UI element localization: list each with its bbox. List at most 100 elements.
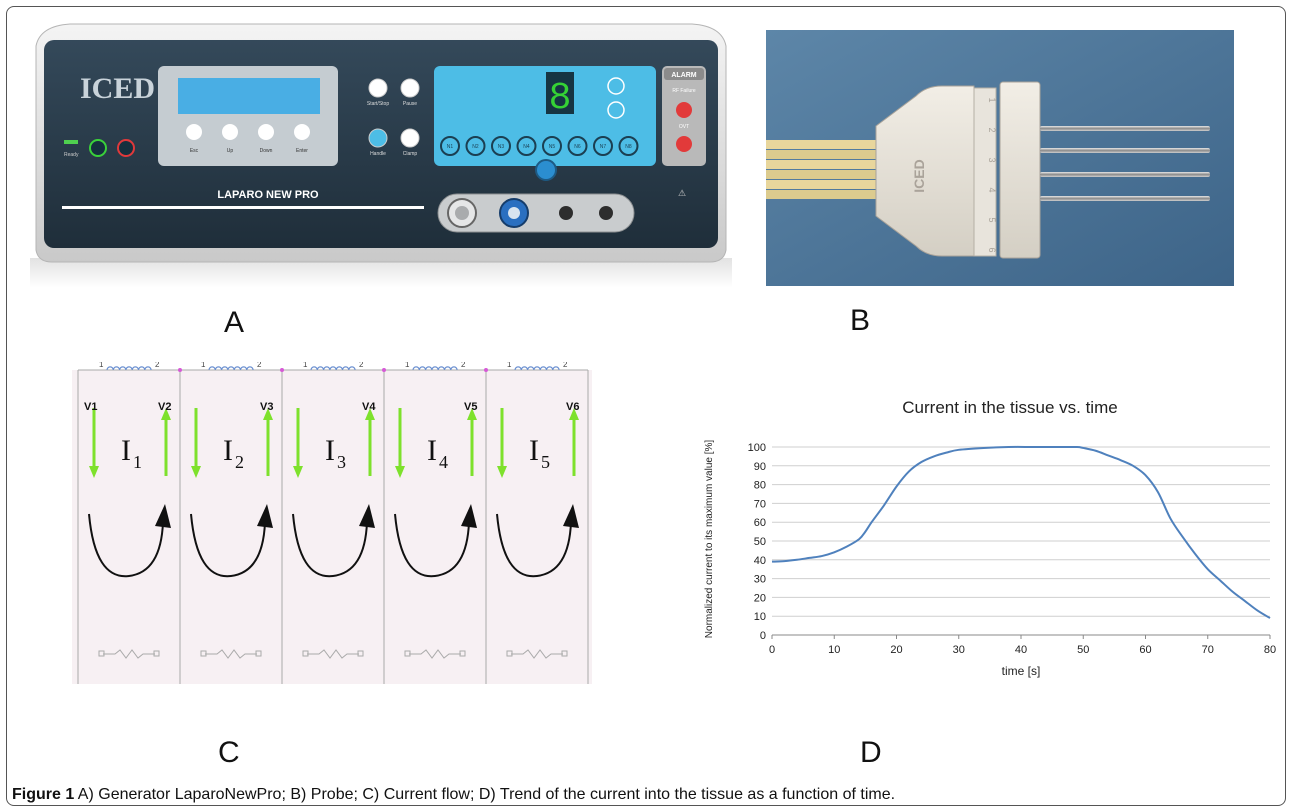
nav-button-enter[interactable]: [294, 124, 310, 140]
chart-x-tick-label: 0: [769, 644, 775, 656]
nav-button-up[interactable]: [222, 124, 238, 140]
needle-button-label: N4: [523, 144, 530, 150]
needle-button-n6[interactable]: [567, 136, 588, 156]
ready-label: Ready: [64, 152, 79, 158]
flow-arrow: [292, 513, 368, 578]
chart-series-line: [771, 445, 1271, 619]
needle-button-n5[interactable]: [542, 136, 562, 156]
nav-button-label: Esc: [190, 148, 199, 154]
svg-text:ICED: ICED: [80, 72, 155, 105]
needle-button-n8[interactable]: [618, 136, 639, 156]
chart-title: Current in the tissue vs. time: [902, 398, 1117, 417]
resistor-icon: [103, 649, 155, 659]
digit-display: 8: [549, 77, 572, 120]
nav-button-label: Enter: [296, 148, 308, 154]
chart-x-tick-label: 40: [1015, 644, 1027, 656]
control-button-label: Clamp: [403, 151, 418, 157]
current-label: I: [121, 434, 131, 467]
connector-3-icon[interactable]: [559, 206, 573, 220]
voltage-label-v1: V1: [84, 401, 97, 413]
chart-y-tick-label: 50: [754, 536, 766, 548]
needle-button-label: N7: [600, 144, 607, 150]
probe-number: 4: [987, 187, 997, 192]
coil-label: 2: [155, 362, 160, 369]
warning-icon: ⚠: [678, 188, 686, 198]
needle-button-n2[interactable]: [465, 136, 486, 156]
needle-button-n1[interactable]: [440, 136, 460, 156]
chart-y-tick-label: 60: [754, 517, 766, 529]
control-button-start-stop[interactable]: [368, 78, 388, 98]
current-label: I: [223, 434, 233, 467]
needle-button-label: N5: [549, 144, 556, 150]
coil-label: 1: [303, 362, 308, 369]
iced-logo: ICED: [80, 72, 155, 105]
panel-c-letter: C: [218, 736, 240, 769]
power-on-icon[interactable]: [89, 139, 107, 157]
probe-number: 5: [987, 217, 997, 222]
control-button-clamp[interactable]: [400, 128, 420, 148]
chart-y-tick-label: 20: [754, 592, 766, 604]
voltage-label-v6: V6: [566, 401, 579, 413]
voltage-label-v5: V5: [464, 401, 477, 413]
control-button-handle[interactable]: [368, 128, 388, 148]
probe-logo: ICED: [911, 159, 927, 192]
coil-label: 2: [461, 362, 466, 369]
needle-button-label: N3: [498, 144, 505, 150]
nav-button-esc[interactable]: [186, 124, 202, 140]
panel-d-chart: Current in the tissue vs. time time [s] …: [700, 385, 1280, 705]
chart-x-tick-label: 30: [953, 644, 965, 656]
probe-number: 2: [987, 127, 997, 132]
chart-y-tick-label: 90: [754, 461, 766, 473]
chart-x-tick-label: 10: [828, 644, 840, 656]
coil-label: 2: [563, 362, 568, 369]
chart-x-tick-label: 80: [1264, 644, 1276, 656]
inductor-coil: [208, 366, 254, 371]
coil-label: 1: [99, 362, 104, 369]
chart-y-tick-label: 100: [748, 442, 766, 454]
current-label: I: [325, 434, 335, 467]
current-subscript: 2: [235, 452, 244, 472]
probe-number: 1: [987, 97, 997, 102]
inductor-coil: [514, 366, 560, 371]
control-button-pause[interactable]: [400, 78, 420, 98]
voltage-label-v2: V2: [158, 401, 171, 413]
rf-button[interactable]: [535, 159, 557, 181]
needle-button-n3[interactable]: [491, 136, 511, 156]
alarm-ovt-led-icon: [676, 136, 692, 152]
panel-d-letter: D: [860, 736, 882, 769]
chart-x-tick-label: 60: [1139, 644, 1151, 656]
lcd-screen: [178, 78, 320, 114]
probe-needles: [1040, 126, 1210, 201]
flow-arrow: [88, 513, 164, 578]
current-label: I: [529, 434, 539, 467]
coil-label: 2: [359, 362, 364, 369]
down-icon[interactable]: [607, 101, 625, 119]
resistor-icon: [205, 649, 257, 659]
panel-a-letter: A: [224, 306, 245, 339]
node-dot: [280, 368, 284, 372]
chart-x-axis-label: time [s]: [1002, 664, 1041, 678]
chart-y-tick-label: 10: [754, 611, 766, 623]
panel-c-current-flow: 1 2 I 1 1 2 I 2 1 2 I 3 1 2 I 4 1 2 I 5 V1 V2 V3 V4 V5 V6: [72, 360, 592, 684]
alarm-rf-failure-label: RF Failure: [672, 88, 696, 94]
up-icon[interactable]: [607, 77, 625, 95]
needle-button-n4[interactable]: [516, 136, 537, 156]
chart-y-tick-label: 30: [754, 574, 766, 586]
panel-b-probe: ICED 1 2 3 4 5 6 B: [766, 30, 1234, 337]
coil-label: 1: [507, 362, 512, 369]
flow-arrow: [190, 513, 266, 578]
needle-button-n7[interactable]: [593, 136, 613, 156]
probe-number: 6: [987, 247, 997, 252]
power-off-icon[interactable]: [117, 139, 135, 157]
figure-caption: Figure 1 A) Generator LaparoNewPro; B) P…: [12, 786, 1282, 804]
probe-number: 3: [987, 157, 997, 162]
inductor-coil: [310, 366, 356, 371]
chart-y-tick-label: 70: [754, 498, 766, 510]
nav-button-down[interactable]: [258, 124, 274, 140]
connector-4-icon[interactable]: [599, 206, 613, 220]
node-dot: [178, 368, 182, 372]
current-subscript: 1: [133, 452, 142, 472]
chart-y-tick-label: 0: [760, 630, 766, 642]
coil-label: 2: [257, 362, 262, 369]
needle-button-label: N1: [447, 144, 454, 150]
